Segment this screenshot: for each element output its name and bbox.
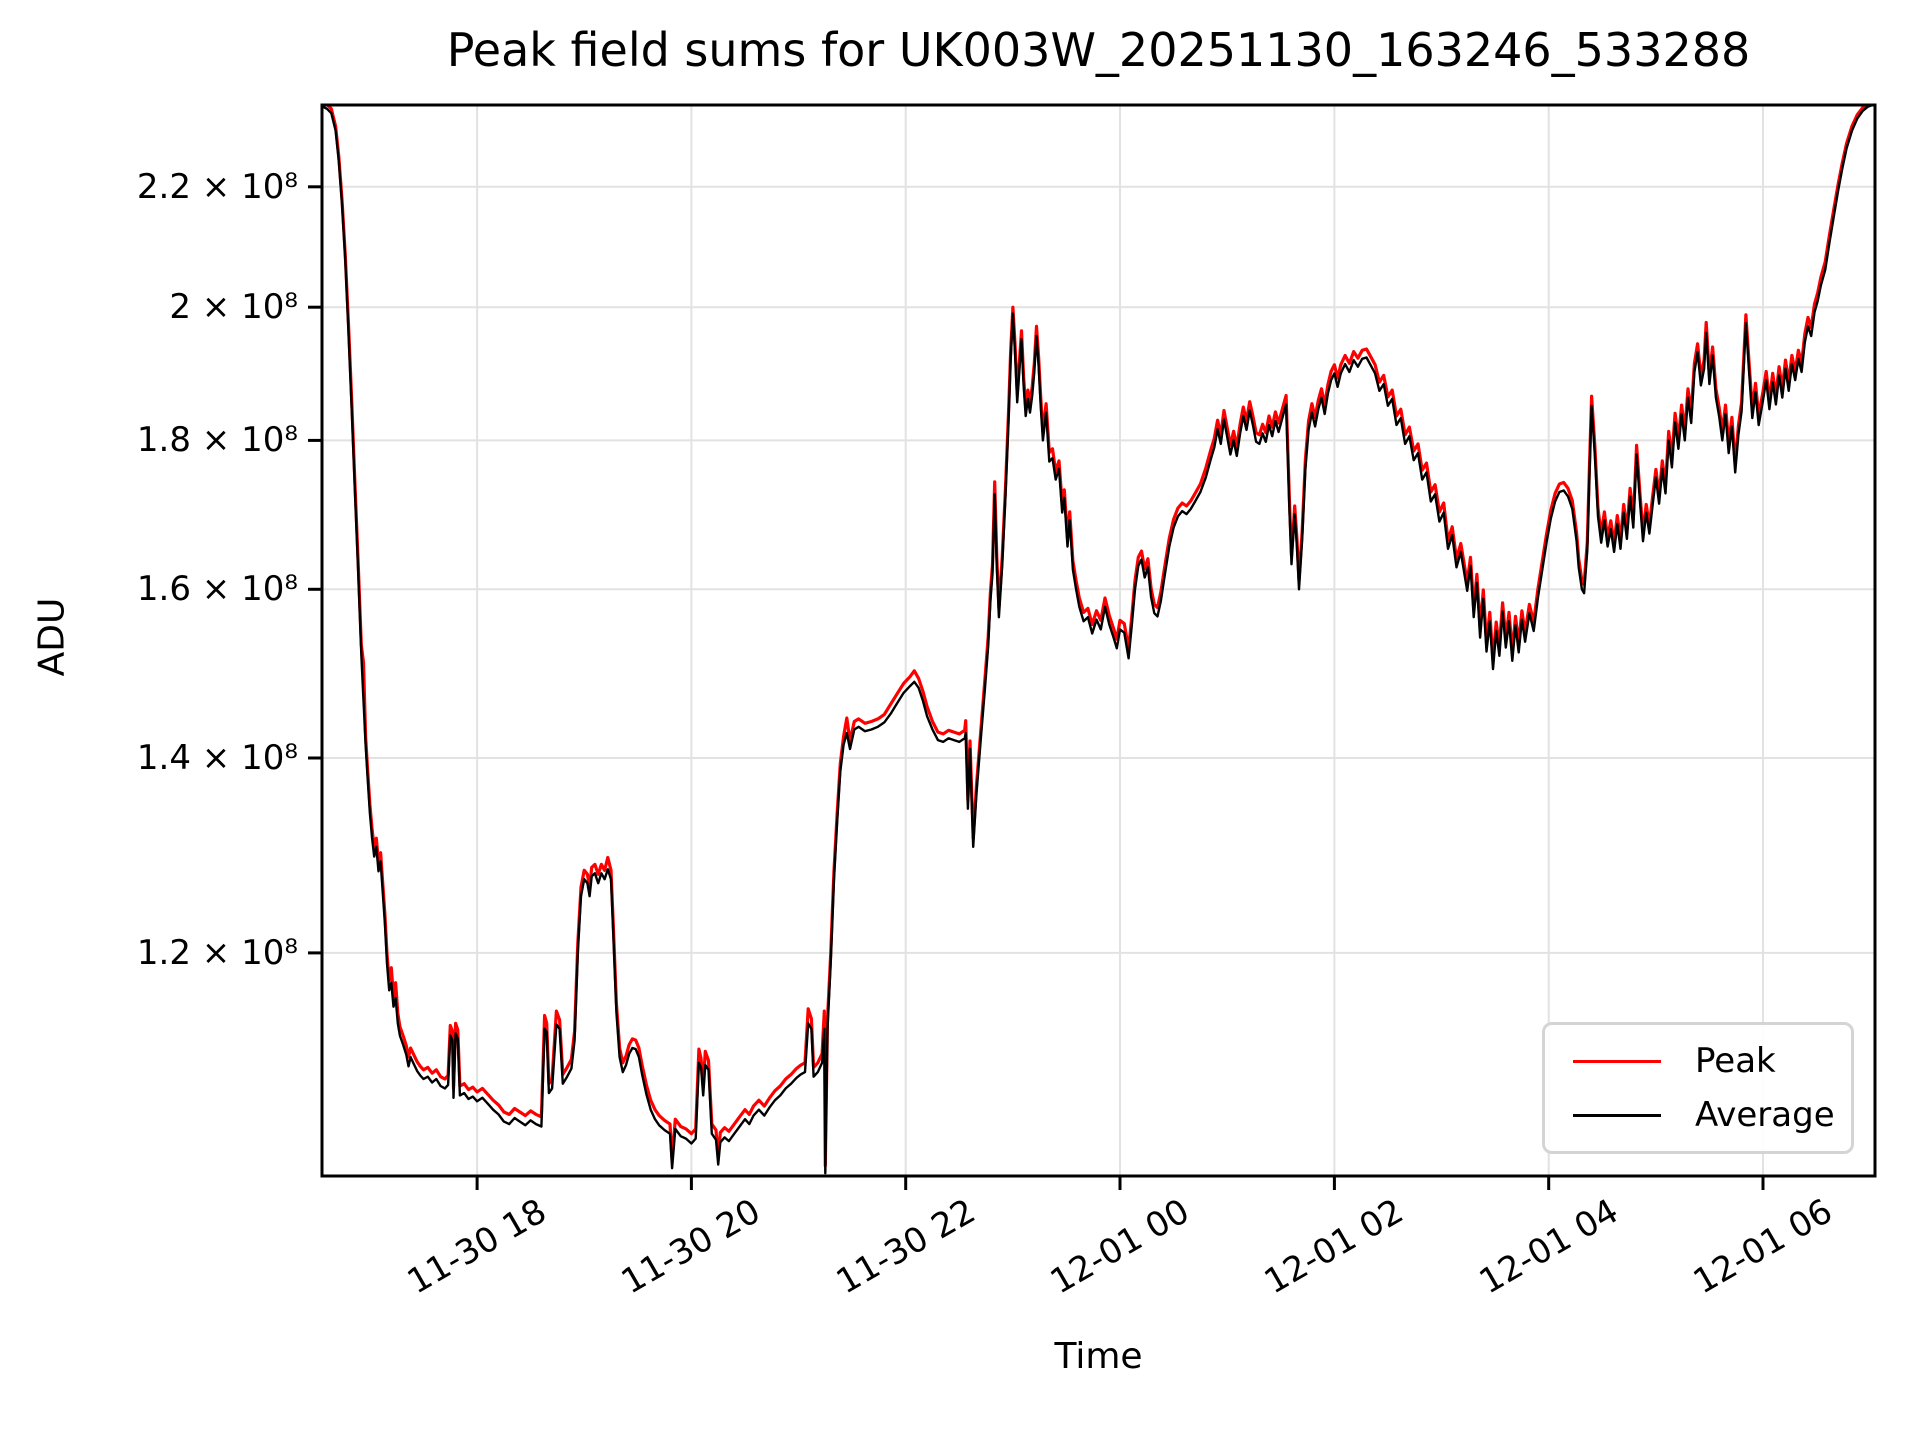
plot-spines: [320, 103, 1877, 1178]
legend-label-peak: Peak: [1695, 1041, 1776, 1081]
average-line: [322, 105, 1875, 1175]
series: [322, 105, 1875, 1175]
legend-label-average: Average: [1695, 1095, 1835, 1135]
y-axis-label: ADU: [31, 597, 73, 677]
peak-line: [324, 105, 1875, 1168]
y-tick-label: 1.8 × 10⁸: [136, 420, 298, 461]
chart-title: Peak field sums for UK003W_20251130_1632…: [446, 23, 1751, 77]
legend-row-average: Average: [1545, 1095, 1851, 1135]
y-tick-label: 1.2 × 10⁸: [136, 932, 298, 973]
y-tick-label: 1.4 × 10⁸: [136, 738, 298, 779]
x-axis-label: Time: [1054, 1336, 1143, 1377]
legend-row-peak: Peak: [1545, 1041, 1851, 1081]
peak-line-sample: [1573, 1059, 1661, 1063]
average-line-sample: [1573, 1113, 1661, 1117]
y-tick-label: 2.2 × 10⁸: [136, 166, 298, 207]
legend: Peak Average: [1542, 1022, 1854, 1154]
y-tick-label: 2 × 10⁸: [169, 287, 298, 328]
grid: [322, 105, 1875, 1176]
tick-marks: [308, 185, 1765, 1190]
y-tick-label: 1.6 × 10⁸: [136, 569, 298, 610]
